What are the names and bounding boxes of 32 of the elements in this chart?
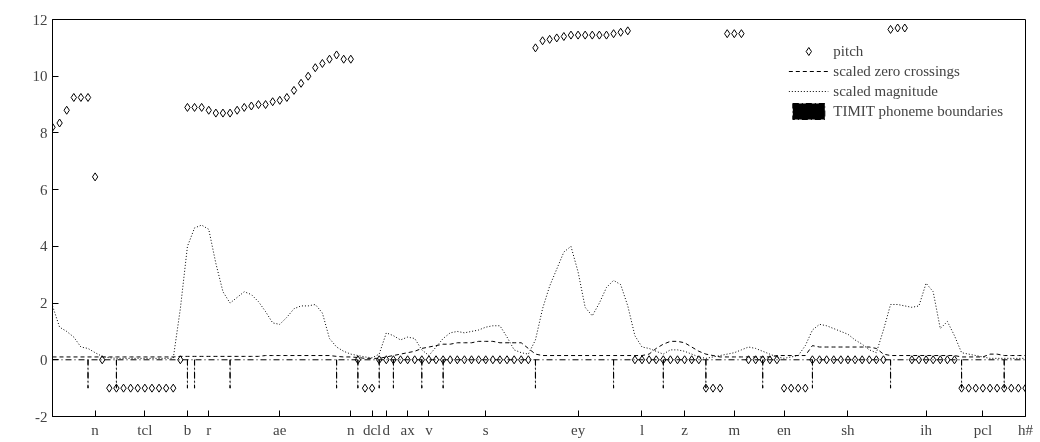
x-tick-label: l: [639, 421, 645, 438]
y-tick-label: 8: [40, 124, 48, 141]
x-tick-label: en: [776, 421, 792, 438]
y-tick-label: 10: [32, 68, 48, 85]
x-tick-label: v: [425, 421, 434, 438]
legend-label: scaled zero crossings: [833, 62, 960, 80]
y-tick-label: 0: [40, 351, 48, 368]
legend-label: scaled magnitude: [833, 82, 938, 100]
x-tick-label: pcl: [973, 421, 993, 438]
x-tick-label: ih: [920, 421, 933, 438]
x-tick-label: sh: [841, 421, 856, 438]
x-tick-label: dcl: [362, 421, 382, 438]
x-tick-label: r: [206, 421, 212, 438]
y-tick-label: 4: [40, 238, 48, 255]
x-tick-label: h#: [1018, 421, 1034, 438]
x-tick-label: ey: [570, 421, 586, 438]
x-tick-label: n: [91, 421, 100, 438]
x-tick-label: ax: [400, 421, 416, 438]
x-tick-label: b: [183, 421, 192, 438]
legend-label: pitch: [833, 42, 864, 60]
x-tick-label: ae: [273, 421, 287, 438]
x-tick-label: n: [347, 421, 356, 438]
y-tick-label: -2: [35, 408, 48, 425]
legend-label: TIMIT phoneme boundaries: [833, 102, 1003, 120]
y-tick-label: 6: [40, 181, 48, 198]
y-tick-label: 2: [40, 295, 48, 312]
x-tick-label: z: [681, 421, 689, 438]
x-tick-label: tcl: [137, 421, 153, 438]
x-tick-label: d: [382, 421, 391, 438]
x-tick-label: s: [482, 421, 489, 438]
y-tick-label: 12: [32, 11, 48, 28]
x-tick-label: m: [728, 421, 741, 438]
